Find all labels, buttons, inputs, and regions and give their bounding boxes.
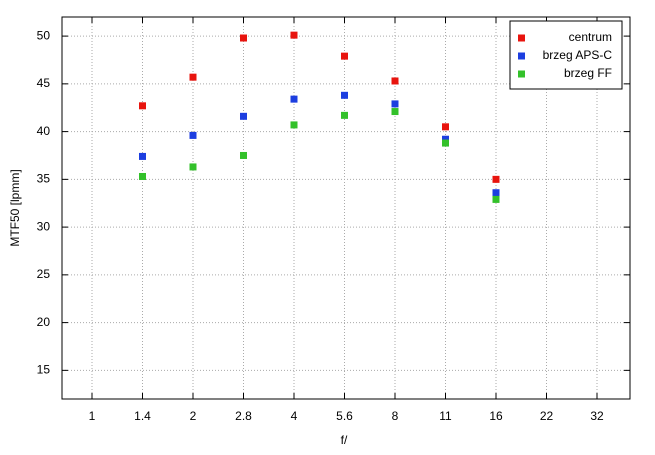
x-tick-label: 8 [392, 409, 399, 423]
point [492, 189, 500, 197]
point [139, 172, 146, 180]
x-axis-label: f/ [341, 433, 348, 447]
point [290, 31, 298, 39]
point [240, 112, 247, 120]
point [492, 195, 500, 203]
y-tick-label: 25 [37, 267, 51, 281]
point [391, 100, 399, 108]
x-tick-label: 1 [89, 409, 96, 423]
y-tick-label: 30 [37, 219, 51, 233]
legend-label: brzeg FF [564, 66, 612, 80]
x-tick-label: 2.8 [235, 409, 252, 423]
x-tick-label: 4 [291, 409, 298, 423]
legend-label: centrum [569, 30, 612, 44]
x-tick-label: 2 [190, 409, 197, 423]
y-tick-label: 15 [37, 363, 51, 377]
point [240, 34, 247, 42]
point [442, 123, 449, 131]
point [341, 111, 348, 119]
x-tick-label: 5.6 [336, 409, 353, 423]
point [341, 52, 348, 60]
point [189, 131, 197, 139]
point [189, 73, 197, 81]
point [139, 102, 146, 110]
point [290, 121, 298, 129]
x-tick-label: 32 [590, 409, 604, 423]
y-tick-label: 50 [37, 28, 51, 42]
point [492, 175, 500, 183]
point [391, 108, 399, 116]
point [341, 91, 348, 99]
x-tick-label: 22 [540, 409, 554, 423]
x-tick-label: 11 [439, 409, 452, 423]
point [442, 135, 449, 143]
plot-frame [61, 16, 631, 400]
x-tick-label: 16 [489, 409, 503, 423]
point [391, 77, 399, 85]
legend-swatch [518, 52, 525, 60]
point [240, 151, 247, 159]
legend-swatch [518, 34, 525, 42]
y-tick-label: 20 [37, 315, 51, 329]
point [290, 95, 298, 103]
point [139, 152, 146, 160]
legend-box [509, 20, 623, 90]
x-tick-label: 1.4 [134, 409, 151, 423]
point [189, 163, 197, 171]
legend-label: brzeg APS-C [543, 48, 613, 62]
y-axis-label: MTF50 [lpmm] [8, 169, 22, 246]
y-tick-label: 35 [37, 172, 51, 186]
y-tick-label: 40 [37, 124, 51, 138]
point [442, 139, 449, 147]
legend-swatch [518, 70, 525, 78]
y-tick-label: 45 [37, 76, 51, 90]
